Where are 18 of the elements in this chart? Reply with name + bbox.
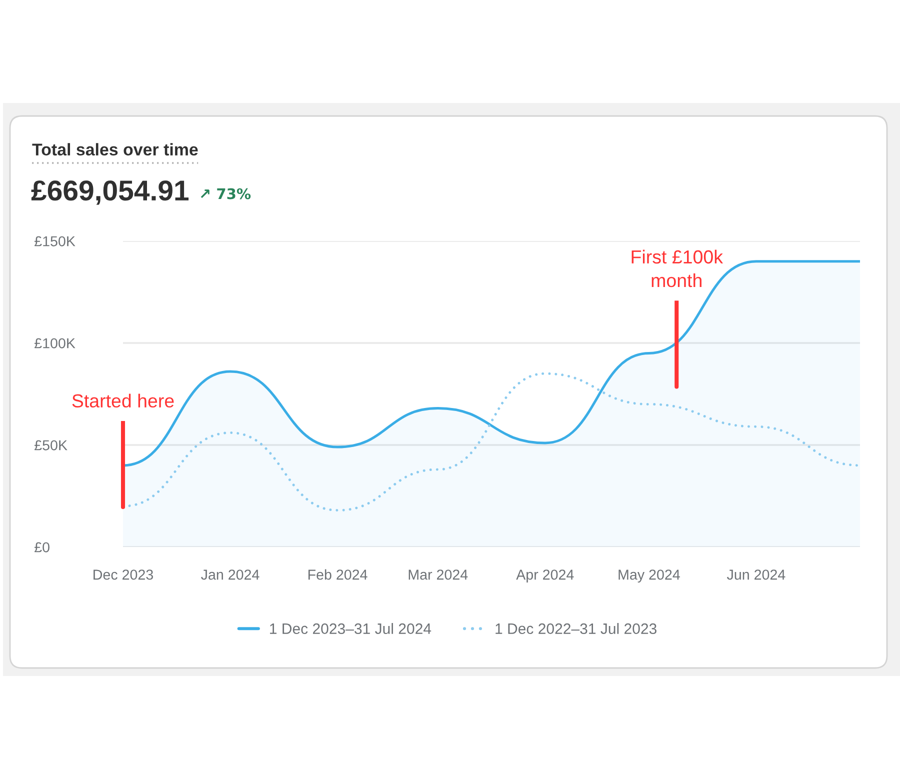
text: ↗ 73% [200, 188, 251, 200]
x-tick-label: Jun 2024 [726, 570, 786, 580]
x-tick-label: Feb 2024 [308, 569, 368, 580]
annotation: Started here [72, 394, 174, 408]
y-tick-label: £50K [34, 440, 68, 450]
chart-title: Total sales over time [32, 143, 198, 156]
chart-subtitle: £669,054.91 [31, 180, 189, 205]
x-tick-label: Dec 2023 [94, 570, 153, 580]
annotation: First £100k month [632, 250, 724, 288]
x-tick-label: May 2024 [618, 570, 680, 583]
y-tick-label: £150K [34, 236, 76, 246]
x-tick-label: Jan 2024 [201, 570, 260, 580]
x-tick-label: Mar 2024 [408, 570, 468, 580]
x-tick-label: Apr 2024 [516, 570, 574, 583]
legend-label: 1 Dec 2022–31 Jul 2023 [496, 623, 656, 634]
y-tick-label: £100K [34, 338, 76, 348]
y-tick-label: £0 [34, 542, 50, 552]
legend-label: 1 Dec 2023–31 Jul 2024 [270, 623, 432, 634]
